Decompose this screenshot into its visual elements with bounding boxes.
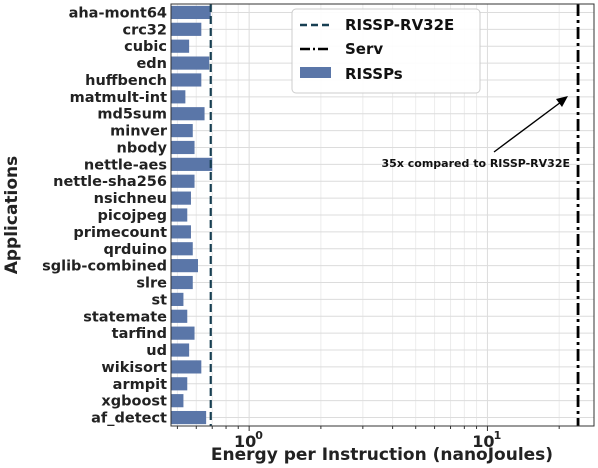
bar-minver — [171, 124, 193, 138]
y-tick-label: xgboost — [101, 394, 167, 410]
plot-frame — [170, 3, 595, 427]
y-tick-label: nbody — [117, 140, 168, 156]
legend-label-rissps: RISSPs — [345, 65, 403, 83]
y-tick-label: slre — [136, 276, 167, 292]
y-tick-label: edn — [136, 56, 167, 72]
bar-nbody — [171, 140, 195, 155]
bar-qrduino — [171, 242, 193, 256]
y-tick-label: nettle-sha256 — [53, 174, 167, 190]
bar-cubic — [171, 39, 190, 53]
y-tick-label: st — [151, 292, 167, 308]
bar-wikisort — [171, 360, 202, 374]
annotation-text: 35x compared to RISSP-RV32E — [382, 157, 570, 170]
y-tick-label: sglib-combined — [42, 259, 167, 275]
bar-nettle-aes — [171, 157, 213, 171]
bar-ud — [171, 343, 190, 357]
annotation: 35x compared to RISSP-RV32E — [382, 96, 570, 170]
bar-armpit — [171, 377, 188, 391]
x-tick-labels: 10 0 10 1 — [234, 429, 501, 451]
bar-picojpeg — [171, 208, 188, 222]
y-tick-labels: aha-mont64crc32cubicednhuffbenchmatmult-… — [42, 5, 168, 426]
legend-label-serv: Serv — [345, 40, 383, 58]
y-tick-label: aha-mont64 — [69, 5, 167, 21]
y-tick-label: picojpeg — [98, 208, 167, 224]
bar-matmult-int — [171, 90, 186, 104]
y-tick-label: statemate — [83, 309, 167, 325]
bar-statemate — [171, 309, 188, 323]
y-tick-label: nettle-aes — [84, 157, 167, 173]
bar-nsichneu — [171, 191, 191, 205]
bar-md5sum — [171, 107, 205, 121]
x-tick-label: 10 — [234, 432, 256, 451]
x-tick-exponent: 0 — [255, 429, 263, 442]
annotation-arrow — [493, 101, 562, 153]
legend-swatch-rissps — [300, 67, 331, 78]
bar-primecount — [171, 225, 191, 239]
y-tick-label: minver — [110, 124, 168, 140]
y-tick-label: crc32 — [122, 22, 167, 38]
bar-sglib-combined — [171, 259, 198, 273]
y-tick-label: wikisort — [101, 360, 167, 376]
bar-aha-mont64 — [171, 5, 211, 20]
y-tick-label: cubic — [124, 39, 167, 55]
y-axis-label: Applications — [2, 156, 22, 275]
y-tick-label: md5sum — [97, 107, 167, 123]
annotation-arrowhead — [556, 96, 568, 107]
legend-box — [291, 8, 481, 94]
bar-xgboost — [171, 394, 184, 408]
y-tick-label: nsichneu — [94, 191, 167, 207]
y-tick-label: qrduino — [104, 242, 168, 258]
grid-layer — [171, 4, 594, 431]
x-tick-label: 10 — [472, 432, 494, 451]
bar-edn — [171, 56, 210, 70]
y-tick-label: af_detect — [91, 411, 167, 427]
bar-slre — [171, 275, 193, 290]
y-tick-label: armpit — [113, 377, 167, 393]
bar-st — [171, 292, 184, 306]
y-tick-label: tarfind — [112, 326, 167, 342]
x-axis-label: Energy per Instruction (nanoJoules) — [211, 445, 553, 465]
bar-crc32 — [171, 22, 202, 36]
bar-huffbench — [171, 73, 202, 87]
x-tick-exponent: 1 — [494, 429, 502, 442]
bar-tarfind — [171, 326, 195, 340]
y-tick-label: primecount — [73, 225, 167, 241]
legend-label-rissp-rv32e: RISSP-RV32E — [345, 16, 454, 34]
bar-nettle-sha256 — [171, 174, 195, 188]
y-tick-label: matmult-int — [70, 90, 167, 106]
bars-layer — [171, 5, 213, 425]
y-tick-label: huffbench — [85, 73, 167, 89]
legend: RISSP-RV32E Serv RISSPs — [291, 8, 481, 94]
bar-af_detect — [171, 410, 207, 425]
reference-lines — [209, 4, 580, 426]
y-tick-label: ud — [146, 343, 167, 359]
